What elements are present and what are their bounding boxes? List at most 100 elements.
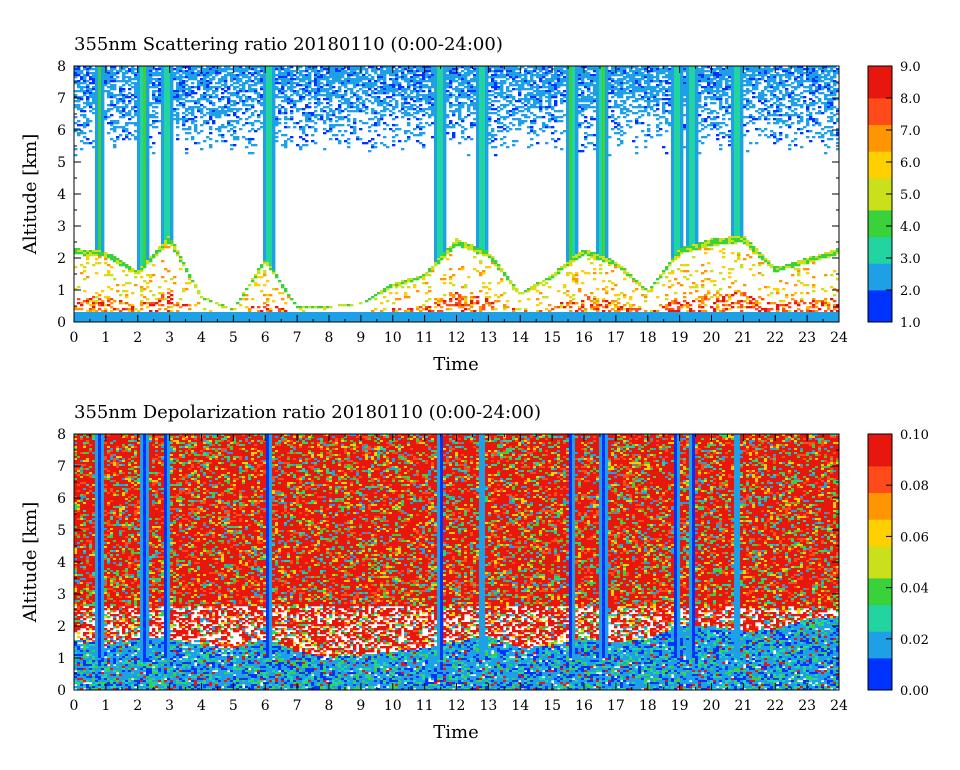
heatmap-cell <box>779 118 783 123</box>
heatmap-cell <box>812 256 816 261</box>
heatmap-cell <box>626 96 630 101</box>
heatmap-cell <box>77 668 81 671</box>
heatmap-cell <box>230 120 234 123</box>
heatmap-cell <box>746 88 750 95</box>
heatmap-cell <box>470 312 474 322</box>
heatmap-cell <box>833 88 837 97</box>
heatmap-cell <box>413 116 417 119</box>
heatmap-cell <box>557 270 561 273</box>
heatmap-cell <box>401 72 405 75</box>
heatmap-cell <box>779 134 783 137</box>
heatmap-cell <box>458 72 462 75</box>
heatmap-cell <box>776 118 780 125</box>
heatmap-cell <box>251 68 255 71</box>
heatmap-cell <box>257 306 261 309</box>
heatmap-cell <box>785 266 789 269</box>
heatmap-cell <box>428 106 432 111</box>
heatmap-cell <box>782 80 786 89</box>
heatmap-cell <box>83 660 87 667</box>
heatmap-cell <box>593 296 597 299</box>
colorbar-swatch <box>868 258 892 264</box>
heatmap-cell <box>80 682 84 685</box>
heatmap-cell <box>413 112 417 115</box>
heatmap-cell <box>110 122 114 125</box>
heatmap-cell <box>743 258 747 261</box>
heatmap-cell <box>650 106 654 111</box>
heatmap-cell <box>110 274 114 277</box>
heatmap-cell <box>458 124 462 127</box>
heatmap-cell <box>704 136 708 139</box>
heatmap-cell <box>179 70 183 73</box>
heatmap-cell <box>197 66 201 69</box>
heatmap-cell <box>290 102 294 105</box>
heatmap-cell <box>455 298 459 301</box>
heatmap-cell <box>590 82 594 87</box>
heatmap-cell <box>794 94 798 97</box>
heatmap-cell <box>188 70 192 81</box>
heatmap-cell <box>572 298 576 301</box>
heatmap-cell <box>257 284 261 287</box>
heatmap-cell <box>287 126 291 129</box>
heatmap-cell <box>176 310 180 313</box>
heatmap-cell <box>794 76 798 79</box>
heatmap-cell <box>680 306 684 309</box>
heatmap-cell <box>611 114 615 119</box>
heatmap-cell <box>611 270 615 273</box>
heatmap-cell <box>311 126 315 129</box>
heatmap-cell <box>401 280 405 283</box>
heatmap-cell <box>740 300 744 303</box>
heatmap-cell <box>767 286 771 289</box>
heatmap-cell <box>803 126 807 129</box>
heatmap-cell <box>833 304 837 307</box>
heatmap-cell <box>128 312 132 322</box>
heatmap-cell <box>779 102 783 107</box>
heatmap-cell <box>590 306 594 309</box>
heatmap-cell <box>824 94 828 101</box>
heatmap-cell <box>392 312 396 322</box>
heatmap-cell <box>608 70 612 73</box>
heatmap-cell <box>680 304 684 307</box>
heatmap-cell <box>83 528 87 531</box>
heatmap-cell <box>593 144 597 147</box>
heatmap-cell <box>644 300 648 303</box>
heatmap-cell <box>794 112 798 117</box>
heatmap-cell <box>92 578 96 587</box>
heatmap-cell <box>791 90 795 93</box>
heatmap-cell <box>119 310 123 313</box>
heatmap-cell <box>641 312 645 322</box>
heatmap-cell <box>602 298 606 301</box>
heatmap-cell <box>770 86 774 89</box>
heatmap-cell <box>245 118 249 121</box>
heatmap-cell <box>188 118 192 121</box>
heatmap-cell <box>722 312 726 322</box>
heatmap-cell <box>671 312 675 322</box>
heatmap-cell <box>809 312 813 322</box>
x-tick-label: 12 <box>448 330 466 346</box>
heatmap-cell <box>410 90 414 95</box>
heatmap-cell <box>401 112 405 115</box>
heatmap-cell <box>650 80 654 83</box>
heatmap-cell <box>464 102 468 105</box>
heatmap-cell <box>80 660 84 665</box>
colorbar-swatch <box>868 204 892 211</box>
heatmap-cell <box>815 80 819 83</box>
heatmap-cell <box>560 148 564 151</box>
heatmap-cell <box>500 130 504 133</box>
heatmap-cell <box>701 86 705 89</box>
heatmap-cell <box>86 688 90 690</box>
heatmap-cell <box>611 72 615 75</box>
heatmap-cell <box>74 70 78 73</box>
heatmap-cell <box>623 100 627 105</box>
heatmap-cell <box>572 280 576 283</box>
heatmap-cell <box>725 86 729 91</box>
heatmap-cell <box>410 66 414 71</box>
heatmap-cell <box>185 84 189 87</box>
heatmap-cell <box>83 136 87 139</box>
heatmap-cell <box>572 276 576 279</box>
heatmap-cell <box>116 70 120 73</box>
heatmap-cell <box>767 302 771 305</box>
heatmap-cell <box>527 66 531 69</box>
heatmap-cell <box>143 302 147 305</box>
heatmap-cell <box>659 304 663 307</box>
heatmap-cell <box>266 66 270 263</box>
